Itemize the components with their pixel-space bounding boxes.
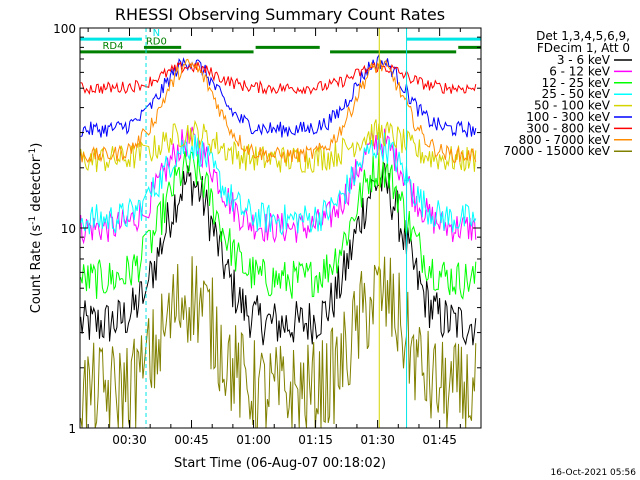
orbit-band-label-2: RD0 bbox=[146, 36, 167, 47]
y-tick-label-2: 10 bbox=[61, 222, 76, 236]
legend: Det 1,3,4,5,6,9, FDecim 1, Att 0 3 - 6 k… bbox=[503, 29, 632, 158]
chart-title: RHESSI Observing Summary Count Rates bbox=[115, 5, 445, 24]
plot-area bbox=[80, 53, 477, 429]
y-tick-label-1: 1 bbox=[68, 422, 76, 436]
y-axis-label-sup: -1 bbox=[28, 216, 38, 225]
x-tick-label-2: 00:45 bbox=[174, 433, 209, 447]
orbit-band-label-7: N bbox=[153, 28, 160, 39]
legend-label-4: 25 - 50 keV bbox=[542, 87, 611, 101]
y-axis-label-close: ) bbox=[29, 143, 44, 148]
x-tick-label-6: 01:45 bbox=[422, 433, 457, 447]
axes: 00:30 00:45 01:00 01:15 01:30 01:45 1 10 100 bbox=[53, 22, 481, 447]
legend-label-9: 7000 - 15000 keV bbox=[503, 144, 610, 158]
legend-label-2: 6 - 12 keV bbox=[549, 64, 611, 78]
legend-label-1: 3 - 6 keV bbox=[557, 53, 611, 67]
legend-label-5: 50 - 100 keV bbox=[534, 99, 611, 113]
x-tick-label-3: 01:00 bbox=[236, 433, 271, 447]
y-axis-label: Count Rate (s-1 detector-1) bbox=[28, 143, 44, 314]
legend-header-2: FDecim 1, Att 0 bbox=[537, 41, 630, 55]
series-line-5 bbox=[80, 119, 477, 173]
legend-label-8: 800 - 7000 keV bbox=[519, 133, 611, 147]
orbit-band-label-1: RD4 bbox=[102, 41, 123, 52]
footer-timestamp: 16-Oct-2021 05:56 bbox=[551, 468, 637, 478]
y-axis-label-main: Count Rate (s bbox=[29, 225, 44, 314]
legend-label-7: 300 - 800 keV bbox=[526, 121, 610, 135]
x-axis-label: Start Time (06-Aug-07 00:18:02) bbox=[174, 456, 386, 471]
y-axis-label-sup2: -1 bbox=[28, 148, 38, 157]
series-line-9 bbox=[80, 256, 477, 429]
legend-label-3: 12 - 25 keV bbox=[542, 76, 611, 90]
series-line-8 bbox=[80, 58, 477, 164]
x-tick-label-1: 00:30 bbox=[112, 433, 147, 447]
series-line-7 bbox=[80, 61, 477, 96]
series-line-6 bbox=[80, 53, 477, 138]
y-tick-label-3: 100 bbox=[53, 22, 76, 36]
x-tick-label-5: 01:30 bbox=[360, 433, 395, 447]
legend-label-6: 100 - 300 keV bbox=[526, 110, 610, 124]
x-tick-label-4: 01:15 bbox=[298, 433, 333, 447]
y-axis-label-tail: detector bbox=[29, 156, 44, 216]
series-line-3 bbox=[80, 151, 477, 300]
series-line-4 bbox=[80, 132, 477, 236]
legend-header-1: Det 1,3,4,5,6,9, bbox=[536, 29, 630, 43]
